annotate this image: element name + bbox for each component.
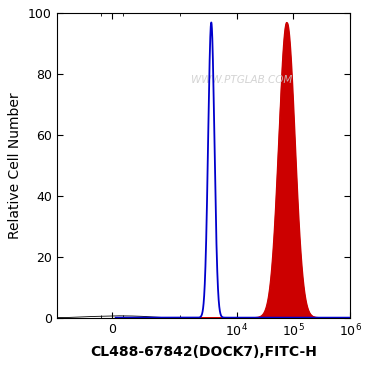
Text: WWW.PTGLAB.COM: WWW.PTGLAB.COM [191, 75, 292, 85]
X-axis label: CL488-67842(DOCK7),FITC-H: CL488-67842(DOCK7),FITC-H [90, 345, 317, 359]
Y-axis label: Relative Cell Number: Relative Cell Number [9, 92, 22, 239]
